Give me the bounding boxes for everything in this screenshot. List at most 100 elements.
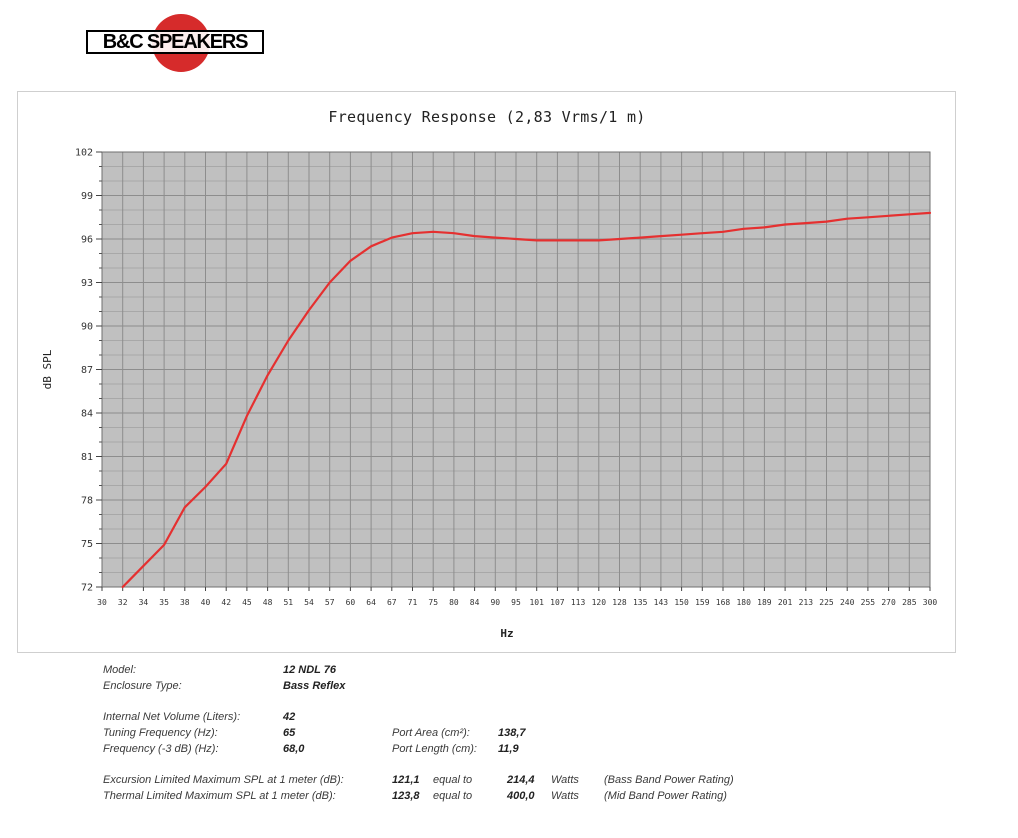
spec-thermal-unit-wrap: Watts	[551, 790, 579, 802]
x-tick-label: 40	[201, 598, 211, 607]
spec-volume-value-wrap: 42	[283, 711, 295, 723]
spec-f3-label-wrap: Frequency (-3 dB) (Hz):	[103, 743, 219, 755]
x-tick-label: 32	[118, 598, 128, 607]
y-tick-label: 90	[81, 322, 93, 333]
y-tick-label: 84	[81, 409, 93, 420]
x-tick-label: 135	[633, 598, 648, 607]
x-tick-label: 42	[221, 598, 231, 607]
x-tick-label: 255	[861, 598, 876, 607]
spec-port-length-value-wrap: 11,9	[498, 743, 519, 755]
y-tick-label: 87	[81, 365, 93, 376]
x-tick-label: 270	[881, 598, 896, 607]
x-tick-label: 90	[490, 598, 500, 607]
spec-excursion-note-wrap: (Bass Band Power Rating)	[604, 774, 734, 786]
spec-thermal-value: 123,8	[392, 790, 420, 802]
x-tick-label: 159	[695, 598, 710, 607]
spec-volume-label: Internal Net Volume (Liters):	[103, 711, 241, 723]
spec-excursion-note: (Bass Band Power Rating)	[604, 774, 734, 786]
frequency-response-line	[121, 211, 932, 589]
spec-volume-label-wrap: Internal Net Volume (Liters):	[103, 711, 240, 723]
spec-port-area-label: Port Area (cm²):	[392, 727, 470, 739]
x-tick-label: 150	[674, 598, 689, 607]
x-tick-label: 225	[819, 598, 834, 607]
spec-excursion-eq-wrap: equal to	[433, 774, 472, 786]
logo-frame	[86, 30, 264, 54]
spec-thermal-note-wrap: (Mid Band Power Rating)	[604, 790, 727, 802]
x-tick-label: 71	[408, 598, 418, 607]
spec-f3-label: Frequency (-3 dB) (Hz):	[103, 743, 219, 755]
x-tick-label: 240	[840, 598, 855, 607]
x-tick-label: 51	[283, 598, 293, 607]
spec-excursion-label-wrap: Excursion Limited Maximum SPL at 1 meter…	[103, 774, 344, 786]
spec-thermal-note: (Mid Band Power Rating)	[604, 790, 727, 802]
spec-thermal-eq: equal to	[433, 790, 473, 802]
y-tick-label: 72	[81, 583, 93, 594]
y-tick-label: 75	[81, 539, 93, 550]
frequency-response-chart: 72 75 78 81 84 87 90 93 96 99 102 30 32 34 35 38 40 42 45 4…	[41, 108, 938, 640]
x-tick-label: 64	[366, 598, 376, 607]
spec-tuning-label: Tuning Frequency (Hz):	[103, 727, 218, 739]
spec-tuning-label-wrap: Tuning Frequency (Hz):	[103, 727, 218, 739]
x-tick-label: 120	[592, 598, 607, 607]
spec-excursion-unit: Watts	[551, 774, 579, 786]
x-tick-label: 45	[242, 598, 252, 607]
chart-title: Frequency Response (2,83 Vrms/1 m)	[328, 108, 645, 126]
spec-excursion-eq: equal to	[433, 774, 473, 786]
spec-excursion-label: Excursion Limited Maximum SPL at 1 meter…	[103, 774, 344, 786]
y-tick-label: 93	[81, 278, 93, 289]
spec-thermal-unit: Watts	[551, 790, 579, 802]
spec-tuning-value: 65	[283, 727, 296, 739]
x-tick-label: 189	[757, 598, 772, 607]
spec-excursion-unit-wrap: Watts	[551, 774, 579, 786]
spec-volume-value: 42	[283, 711, 296, 723]
spec-excursion-watts-wrap: 214,4	[507, 774, 535, 786]
spec-thermal-watts-wrap: 400,0	[507, 790, 535, 802]
spec-enclosure-row: Enclosure Type:	[103, 680, 182, 692]
spec-model-label: Model:	[103, 664, 137, 676]
spec-model-value: 12 NDL 76	[283, 664, 336, 676]
spec-thermal-value-wrap: 123,8	[392, 790, 420, 802]
spec-f3-value-wrap: 68,0	[283, 743, 304, 755]
x-tick-label: 54	[304, 598, 314, 607]
spec-thermal-label-wrap: Thermal Limited Maximum SPL at 1 meter (…	[103, 790, 336, 802]
x-tick-label: 143	[654, 598, 669, 607]
logo-text: B&C SPEAKERS	[102, 31, 249, 53]
spec-enclosure-value-wrap: Bass Reflex	[283, 680, 345, 692]
y-tick-label: 99	[81, 191, 93, 202]
x-tick-label: 113	[571, 598, 586, 607]
spec-thermal-label: Thermal Limited Maximum SPL at 1 meter (…	[103, 790, 336, 802]
spec-enclosure-value: Bass Reflex	[283, 680, 346, 692]
spec-excursion-value: 121,1	[392, 774, 420, 786]
x-tick-label: 75	[428, 598, 438, 607]
y-tick-label: 96	[81, 235, 93, 246]
spec-port-length-label-wrap: Port Length (cm):	[392, 743, 477, 755]
x-tick-label: 48	[263, 598, 273, 607]
spec-model-value-wrap: 12 NDL 76	[283, 664, 336, 676]
x-tick-label: 38	[180, 598, 190, 607]
spec-model-row: Model:	[103, 664, 136, 676]
x-tick-label: 34	[139, 598, 149, 607]
x-tick-label: 95	[511, 598, 521, 607]
x-axis-label: Hz	[500, 627, 513, 640]
spec-enclosure-label: Enclosure Type:	[103, 680, 182, 692]
x-tick-label: 300	[923, 598, 938, 607]
x-tick-label: 213	[799, 598, 814, 607]
x-tick-label: 107	[550, 598, 565, 607]
spec-port-area-label-wrap: Port Area (cm²):	[392, 727, 470, 739]
spec-port-area-value: 138,7	[498, 727, 526, 739]
x-tick-label: 180	[736, 598, 751, 607]
spec-tuning-value-wrap: 65	[283, 727, 295, 739]
x-tick-label: 201	[778, 598, 793, 607]
y-axis-label: dB SPL	[41, 349, 54, 389]
y-tick-label: 81	[81, 452, 93, 463]
spec-excursion-value-wrap: 121,1	[392, 774, 420, 786]
spec-port-area-value-wrap: 138,7	[498, 727, 526, 739]
x-tick-label: 285	[902, 598, 917, 607]
spec-thermal-eq-wrap: equal to	[433, 790, 472, 802]
x-tick-label: 80	[449, 598, 459, 607]
spec-port-length-value: 11,9	[498, 743, 519, 755]
x-tick-label: 128	[612, 598, 627, 607]
x-tick-label: 67	[387, 598, 397, 607]
x-tick-label: 35	[159, 598, 169, 607]
x-tick-label: 30	[97, 598, 107, 607]
